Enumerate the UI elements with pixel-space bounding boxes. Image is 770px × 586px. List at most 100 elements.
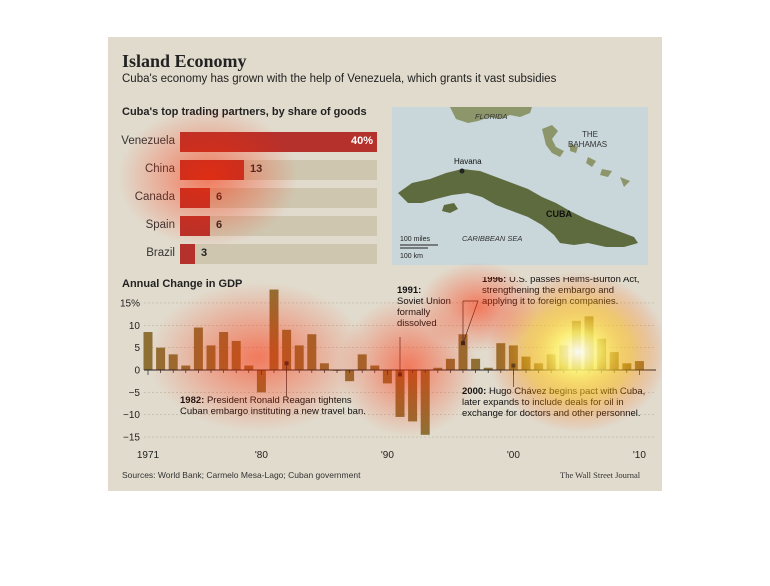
gdp-annotation-text: 2000: Hugo Chávez begins pact with Cuba, [462,386,645,397]
scale-label-miles: 100 miles [400,236,430,243]
trade-row-venezuela: Venezuela 40% [120,129,377,156]
gdp-bar [319,363,329,370]
gdp-bar [206,345,216,370]
gdp-annotation-text: exchange for doctors and other personnel… [462,408,641,419]
trade-bar [180,160,244,180]
gdp-bar [168,354,178,370]
map-isla-juventud [442,203,458,213]
gdp-bar [634,361,644,370]
gdp-bar [471,358,481,370]
gdp-annotation-marker [398,372,402,377]
gdp-bar [584,316,594,370]
publisher-credit: The Wall Street Journal [560,470,641,480]
gdp-chart: 15% 10 5 0 −5 −10 −15 1971 '80 '90 '00 '10 1982: Pre… [120,277,656,461]
trade-value-label: 6 [216,219,223,231]
trade-value-label: 3 [201,247,208,259]
trade-row-canada: Canada 6 [120,185,377,212]
trade-row-spain: Spain 6 [120,213,377,240]
gdp-bar [181,365,191,370]
gdp-annotation-text: 1996: U.S. passes Helms-Burton Act, [482,277,639,285]
gdp-annotation-text: strengthening the embargo and [482,285,614,296]
gdp-bar [420,370,430,435]
trade-chart-title: Cuba's top trading partners, by share of… [122,106,367,118]
gdp-xtick-label: 1971 [137,450,160,461]
gdp-bar [571,320,581,370]
gdp-ytick-label: 15% [120,298,140,309]
gdp-ytick-label: 10 [129,321,141,332]
gdp-annotation-text: later expands to include deals for oil i… [462,397,624,408]
map-bahamas [542,125,630,187]
gdp-bar [445,358,455,370]
map-label-cuba: CUBA [546,209,572,219]
gdp-ytick-label: −15 [123,433,140,444]
gdp-bar [496,343,506,370]
trade-category-label: Venezuela [121,135,175,147]
gdp-bar [156,347,166,370]
havana-marker [459,168,465,174]
map-label-havana: Havana [454,157,482,166]
gdp-annotation-text: applying it to foreign companies. [482,296,618,307]
gdp-annotation-text: 1991: [397,285,421,296]
gdp-annotation-text: dissolved [397,318,437,329]
gdp-bar [521,356,531,370]
gdp-ytick-label: −10 [123,410,140,421]
sources-note: Sources: World Bank; Carmelo Mesa-Lago; … [122,470,361,480]
trade-category-label: Canada [134,191,175,203]
page-title: Island Economy [122,51,247,71]
gdp-bar [269,289,279,370]
map-florida [450,107,532,123]
gdp-bar [357,354,367,370]
trade-value-label: 13 [250,163,263,175]
gdp-annotation-text: formally [397,307,431,318]
gdp-xtick-label: '00 [507,450,520,461]
gdp-bar [534,363,544,370]
map-cuba [398,169,638,247]
scale-label-km: 100 km [400,253,423,260]
gdp-bar [143,332,153,370]
gdp-bar [622,363,632,370]
gdp-bar [193,327,203,370]
trade-category-label: Spain [145,219,175,231]
gdp-annotation-text: Cuban embargo instituting a new travel b… [180,406,366,417]
infographic-panel: Island Economy Cuba's economy has grown … [108,37,662,491]
trade-value-label: 6 [216,191,223,203]
gdp-bar [294,345,304,370]
gdp-bar [370,365,380,370]
trade-category-label: Brazil [146,247,175,259]
trade-row-china: China 13 [120,157,377,184]
page-subtitle: Cuba's economy has grown with the help o… [122,73,557,85]
map-label-the: THE [582,130,598,139]
gdp-annotation-text: Soviet Union [397,296,451,307]
gdp-annotation-marker [284,361,289,366]
trade-bar-track [180,244,377,264]
map-label-bahamas: BAHAMAS [568,140,607,149]
gdp-annotation-leader [462,300,479,344]
trade-category-label: China [144,163,175,175]
gdp-bar [307,334,317,370]
map-label-caribbean-sea: CARIBBEAN SEA [462,234,522,243]
gdp-bar [609,352,619,370]
gdp-ytick-label: 5 [134,343,140,354]
gdp-bar [559,345,569,370]
map-label-florida: FLORIDA [475,112,508,121]
gdp-ytick-label: −5 [129,388,141,399]
trade-row-brazil: Brazil 3 [120,241,377,268]
trade-bar [180,188,210,208]
gdp-bar [244,365,254,370]
gdp-bar [395,370,405,417]
gdp-bar [546,354,556,370]
gdp-annotation-text: 1982: President Ronald Reagan tightens [180,395,352,406]
cuba-map: FLORIDA THE BAHAMAS Havana CUBA CARIBBEA… [392,107,648,265]
gdp-ytick-label: 0 [134,366,140,377]
trade-bar [180,244,195,264]
gdp-bar [597,338,607,370]
gdp-annotation-marker [461,341,465,346]
gdp-bar [408,370,418,422]
gdp-bar [231,340,241,370]
gdp-xtick-label: '90 [381,450,394,461]
trade-bar [180,216,210,236]
gdp-xtick-label: '80 [255,450,268,461]
gdp-xtick-label: '10 [633,450,646,461]
gdp-bar [219,332,229,370]
gdp-annotation-marker [511,363,516,368]
